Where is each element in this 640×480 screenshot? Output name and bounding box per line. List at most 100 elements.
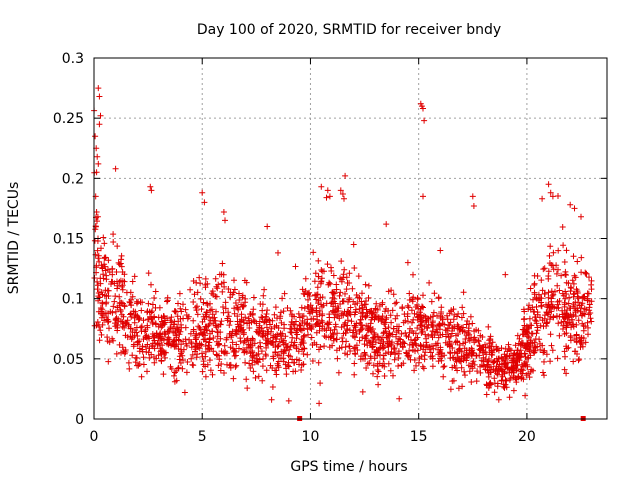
data-point [94, 278, 101, 285]
data-point [284, 305, 291, 311]
data-point [222, 299, 229, 306]
data-point [233, 331, 240, 338]
data-point [116, 293, 123, 300]
data-point [353, 342, 360, 349]
data-point [246, 360, 253, 367]
data-point [178, 348, 185, 355]
data-point [175, 345, 182, 352]
data-point [151, 333, 158, 340]
data-point [224, 315, 231, 322]
data-point [580, 293, 587, 300]
data-point [397, 341, 404, 348]
data-point [290, 342, 297, 349]
data-point [317, 380, 324, 387]
data-point [132, 359, 139, 366]
data-point [318, 275, 325, 282]
data-point [206, 314, 213, 321]
data-point [199, 350, 205, 357]
outlier-point [383, 221, 390, 228]
data-point [437, 315, 444, 321]
data-point [416, 359, 422, 366]
data-point [452, 356, 459, 363]
data-point [521, 308, 528, 315]
data-point [570, 301, 577, 308]
data-point [292, 263, 299, 270]
data-point [324, 261, 331, 268]
data-point [455, 331, 461, 337]
data-point [161, 315, 168, 322]
data-point [143, 332, 150, 339]
data-point [419, 363, 426, 370]
data-point [232, 363, 239, 370]
data-point [118, 256, 125, 263]
data-point [249, 354, 256, 361]
data-point [527, 285, 534, 292]
data-point [578, 334, 585, 341]
data-point [287, 307, 294, 314]
data-point [194, 311, 201, 318]
data-point [503, 384, 510, 391]
data-point [260, 292, 267, 299]
data-point [95, 322, 102, 328]
data-point [164, 298, 170, 305]
data-point [166, 336, 173, 343]
data-point [365, 294, 372, 301]
data-point [182, 306, 189, 313]
data-point [314, 284, 321, 291]
data-point [538, 277, 545, 284]
data-point [294, 325, 301, 332]
data-point [119, 344, 126, 351]
data-point [199, 368, 206, 375]
data-point [335, 305, 342, 312]
data-point [323, 300, 330, 307]
data-point [386, 330, 393, 336]
data-point [236, 297, 243, 303]
data-point [302, 275, 309, 282]
data-point [338, 258, 345, 265]
data-point [236, 318, 243, 325]
data-point [588, 298, 595, 305]
data-point [484, 358, 491, 365]
data-point [209, 311, 216, 318]
data-point [279, 330, 286, 337]
data-point [300, 290, 307, 297]
data-point [178, 324, 185, 331]
data-point [421, 323, 428, 330]
data-point [363, 306, 370, 313]
data-point [385, 324, 392, 331]
data-point [455, 385, 462, 392]
data-point [346, 343, 353, 350]
data-point [527, 352, 534, 359]
data-point [138, 373, 145, 380]
data-point [308, 324, 315, 331]
data-point [549, 292, 556, 299]
data-point [130, 343, 137, 350]
data-point [259, 314, 266, 321]
data-point [199, 331, 206, 338]
x-tick-label: 20 [518, 429, 536, 445]
data-point [190, 299, 197, 305]
data-point [553, 270, 560, 277]
data-point [372, 349, 379, 356]
data-point [502, 345, 509, 352]
data-point [132, 311, 139, 318]
data-point [133, 355, 140, 361]
data-point [395, 363, 402, 369]
data-point [220, 304, 226, 310]
data-point [212, 275, 219, 282]
data-point [101, 255, 108, 262]
data-point [563, 310, 570, 317]
data-point [268, 325, 275, 332]
data-point [372, 306, 379, 313]
data-point [538, 303, 545, 310]
outlier-point [506, 394, 513, 401]
data-point [352, 309, 359, 316]
data-point [385, 349, 392, 356]
data-point [449, 364, 456, 371]
data-point [208, 290, 215, 297]
data-point [240, 317, 247, 324]
outlier-point [316, 400, 323, 407]
data-point [381, 373, 388, 379]
data-point [213, 293, 220, 300]
data-point [409, 319, 415, 326]
